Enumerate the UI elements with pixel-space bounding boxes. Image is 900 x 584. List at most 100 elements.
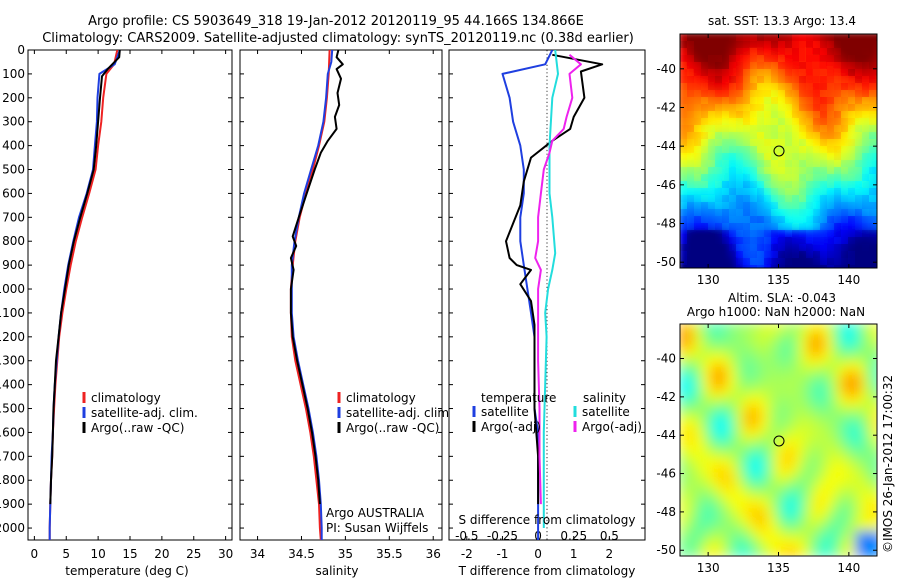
sla-cell: [751, 379, 761, 389]
sst-cell: [868, 110, 877, 119]
sla-cell: [680, 435, 689, 445]
sla-cell: [839, 379, 849, 389]
sst-cell: [735, 40, 744, 49]
sst-pixel: [869, 195, 876, 202]
legend-label: climatology: [91, 391, 161, 405]
sst-cell: [721, 82, 730, 91]
sla-cell: [775, 491, 785, 501]
sst-cell: [868, 145, 877, 154]
sst-pixel: [701, 48, 708, 55]
sla-cell: [863, 507, 873, 517]
sst-pixel: [708, 146, 715, 153]
sst-pixel: [855, 188, 862, 195]
sst-cell: [686, 201, 695, 210]
sst-pixel: [792, 41, 799, 48]
sla-cell: [783, 435, 793, 445]
sla-cell: [791, 324, 801, 333]
sst-pixel: [736, 55, 743, 62]
sst-pixel: [701, 216, 708, 223]
sst-pixel: [841, 104, 848, 111]
sst-pixel: [869, 125, 876, 132]
sla-cell: [855, 379, 865, 389]
sla-cell: [807, 443, 817, 453]
sla-cell: [839, 499, 849, 509]
sla-cell: [783, 411, 793, 421]
sst-cell: [721, 208, 730, 217]
sst-cell: [868, 257, 877, 266]
sla-cell: [847, 339, 857, 349]
sst-cell: [742, 68, 751, 77]
sst-cell: [791, 131, 800, 140]
sst-pixel: [785, 125, 792, 132]
sla-cell: [703, 355, 713, 365]
sst-cell: [861, 152, 870, 161]
sst-pixel: [757, 230, 764, 237]
sst-cell: [861, 89, 870, 98]
sla-cell: [759, 427, 769, 437]
sst-pixel: [729, 55, 736, 62]
sla-cell: [751, 419, 761, 429]
sst-pixel: [722, 97, 729, 104]
sla-cell: [831, 539, 841, 549]
sla-cell: [759, 355, 769, 365]
sst-cell: [791, 103, 800, 112]
sla-cell: [711, 419, 721, 429]
sst-pixel: [743, 90, 750, 97]
sst-pixel: [771, 223, 778, 230]
sst-pixel: [785, 62, 792, 69]
sst-pixel: [806, 104, 813, 111]
sst-cell: [721, 34, 730, 42]
sst-pixel: [841, 69, 848, 76]
sla-cell: [783, 539, 793, 549]
sst-pixel: [848, 111, 855, 118]
sst-pixel: [715, 125, 722, 132]
sst-cell: [798, 124, 807, 133]
sla-cell: [807, 483, 817, 493]
sst-cell: [812, 61, 821, 70]
sla-cell: [839, 443, 849, 453]
sst-pixel: [862, 69, 869, 76]
sst-cell: [812, 131, 821, 140]
sst-cell: [854, 40, 863, 49]
sst-cell: [791, 194, 800, 203]
sst-cell: [714, 40, 723, 49]
sla-cell: [727, 499, 737, 509]
sla-cell: [791, 507, 801, 517]
sst-cell: [693, 243, 702, 252]
sst-cell: [812, 229, 821, 238]
depth-tick-label: 400: [2, 139, 25, 153]
sst-cell: [791, 68, 800, 77]
sla-cell: [727, 387, 737, 397]
sst-pixel: [848, 97, 855, 104]
sst-pixel: [708, 125, 715, 132]
sla-cell: [767, 403, 777, 413]
sla-cell: [767, 515, 777, 525]
sla-cell: [815, 419, 825, 429]
sst-cell: [728, 201, 737, 210]
sst-cell: [728, 229, 737, 238]
sla-cell: [743, 331, 753, 341]
sla-cell: [799, 451, 809, 461]
sst-pixel: [820, 34, 827, 41]
sst-cell: [693, 222, 702, 231]
sst-pixel: [708, 48, 715, 55]
sst-pixel: [792, 237, 799, 244]
sst-cell: [854, 250, 863, 259]
sla-cell: [775, 531, 785, 541]
sst-pixel: [799, 69, 806, 76]
sla-cell: [847, 515, 857, 525]
sst-pixel: [722, 69, 729, 76]
sst-cell: [770, 236, 779, 245]
sst-pixel: [687, 90, 694, 97]
sst-pixel: [729, 48, 736, 55]
sla-cell: [680, 539, 689, 549]
sst-cell: [805, 173, 814, 182]
sla-cell: [711, 499, 721, 509]
sst-cell: [805, 138, 814, 147]
sst-cell: [805, 166, 814, 175]
sst-cell: [693, 194, 702, 203]
sla-cell: [767, 539, 777, 549]
sst-pixel: [701, 167, 708, 174]
sst-pixel: [743, 34, 750, 41]
sst-pixel: [834, 153, 841, 160]
